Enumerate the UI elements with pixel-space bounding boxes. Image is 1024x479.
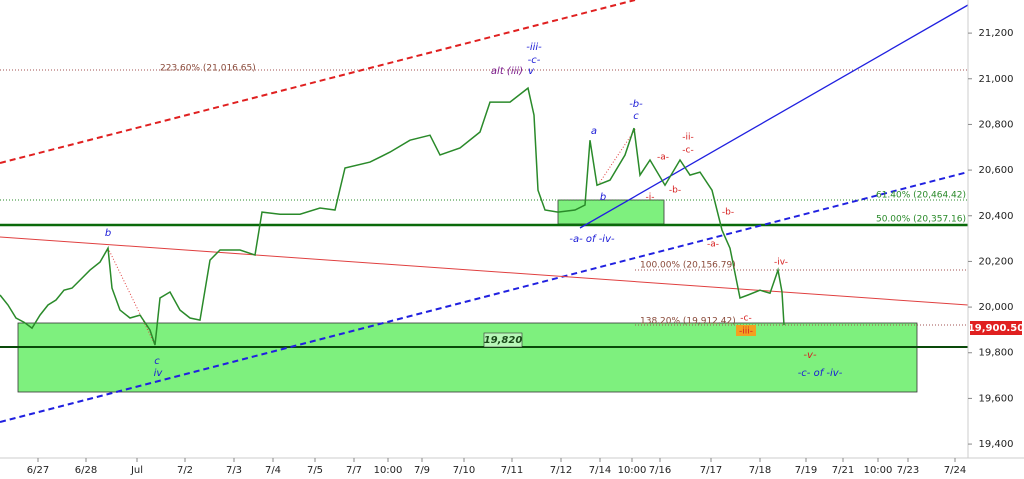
wave-label: -c-	[528, 55, 541, 66]
current-price: 19,900.50	[968, 323, 1024, 334]
wave-label: iv	[154, 368, 164, 379]
wave-label: c	[633, 111, 639, 122]
y-tick-label: 20,400	[979, 211, 1014, 222]
wave-label: -b-	[722, 208, 734, 218]
wave-label: -iii-	[526, 42, 542, 53]
y-tick-label: 20,200	[979, 256, 1014, 267]
x-tick-label: 7/5	[307, 465, 323, 476]
x-tick-label: 7/9	[414, 465, 430, 476]
x-tick-label: 7/23	[897, 465, 919, 476]
wave-label: b	[600, 192, 606, 203]
label-bg	[736, 325, 756, 336]
fib-label: 61.40% (20,464.42)	[876, 191, 966, 201]
fib-label: 138.20% (19,912.42)	[640, 317, 736, 327]
x-tick-label: 6/27	[27, 465, 49, 476]
annotations: -iii- -c- v alt (iii) 223.60% (21,016.65…	[105, 42, 1024, 379]
wave-label: -c-	[682, 146, 693, 156]
wave-label: -a-	[707, 240, 719, 250]
wave-label: -a-	[657, 153, 669, 163]
x-tick-label: 7/12	[550, 465, 572, 476]
wave-label: -c-	[740, 314, 751, 324]
x-tick-label: 7/24	[944, 465, 966, 476]
y-tick-label: 20,600	[979, 165, 1014, 176]
wave-label: -b-	[629, 99, 643, 110]
y-tick-label: 21,000	[979, 74, 1014, 85]
wave-label: b	[105, 228, 111, 239]
wave-label: -b-	[669, 186, 681, 196]
x-tick-label: 7/4	[265, 465, 281, 476]
trend-line	[579, 4, 969, 229]
x-tick-label: 7/11	[501, 465, 523, 476]
zone	[557, 199, 665, 225]
fib-label: 50.00% (20,357.16)	[876, 215, 966, 225]
price-tag	[970, 321, 1022, 335]
support-zone	[17, 322, 918, 393]
fib-label: 100.00% (20,156.79)	[640, 261, 736, 271]
y-tick-label: 20,000	[979, 302, 1014, 313]
trend-line	[0, 171, 969, 423]
y-tick-label: 19,800	[979, 348, 1014, 359]
price-line	[0, 86, 785, 346]
wave-label: -v-	[803, 350, 817, 361]
zone-label: 19,820	[484, 335, 523, 346]
y-tick-label: 20,800	[979, 119, 1014, 130]
x-tick-label: 7/7	[346, 465, 362, 476]
x-tick-label: 10:00	[374, 465, 403, 476]
wave-label: -iii-	[739, 327, 753, 337]
wave-label: -ii-	[682, 133, 694, 143]
x-tick-label: 7/3	[226, 465, 242, 476]
x-tick-label: 10:00	[864, 465, 893, 476]
trend-line	[0, 236, 969, 306]
wave-label: alt (iii)	[491, 66, 523, 77]
x-tick-label: 6/28	[75, 465, 97, 476]
x-tick-label: 7/10	[453, 465, 475, 476]
wave-label: -iv-	[774, 258, 788, 268]
wave-label: c	[154, 356, 160, 367]
x-tick-label: Jul	[130, 465, 143, 476]
wave-label: -i-	[646, 193, 655, 203]
x-tick-label: 7/14	[589, 465, 611, 476]
x-tick-label: 7/18	[749, 465, 771, 476]
x-tick-label: 7/17	[700, 465, 722, 476]
wave-line	[597, 127, 637, 186]
label-bg	[483, 332, 523, 348]
fib-label: 223.60% (21,016.65)	[160, 64, 256, 74]
x-tick-label: 7/21	[832, 465, 854, 476]
x-tick-label: 10:00	[618, 465, 647, 476]
wave-label: v	[528, 66, 535, 77]
x-tick-label: 7/16	[649, 465, 671, 476]
wave-label: a	[591, 126, 597, 137]
x-tick-label: 7/2	[177, 465, 193, 476]
y-tick-label: 21,200	[979, 28, 1014, 39]
plot	[0, 86, 785, 346]
y-tick-label: 19,400	[979, 439, 1014, 450]
x-tick-label: 7/19	[795, 465, 817, 476]
wave-label: -a- of -iv-	[569, 234, 615, 245]
trend-line	[0, 0, 636, 164]
wave-label: -c- of -iv-	[798, 368, 843, 379]
y-tick-label: 19,600	[979, 393, 1014, 404]
